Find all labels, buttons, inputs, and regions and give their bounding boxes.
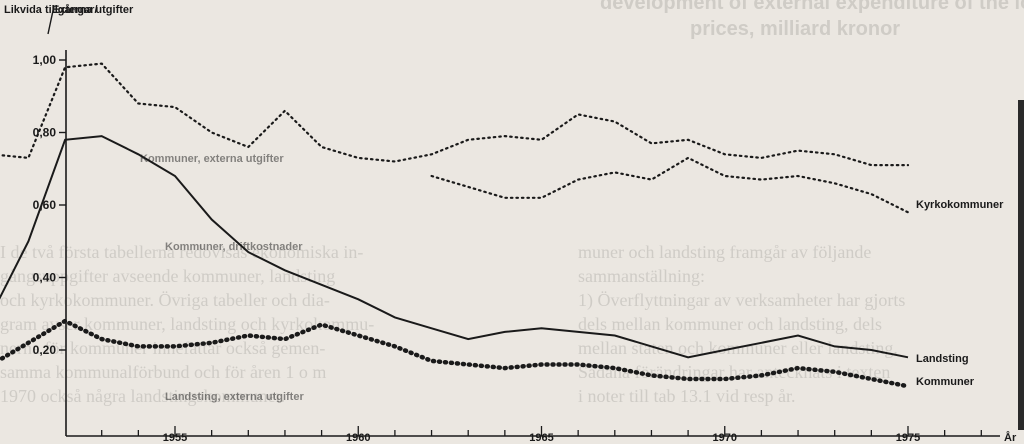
y-axis-title-right: Externa utgifter [52, 4, 134, 16]
ghost-heading-2: prices, milliard kronor [690, 18, 901, 40]
y-tick-label: 0,20 [33, 343, 57, 357]
x-axis-title: År [1004, 431, 1017, 444]
ghost-heading: development of external expenditure of t… [600, 0, 1024, 14]
y-axis-title-divider [47, 5, 55, 35]
series-kommuner-line [0, 318, 911, 389]
annotation-label: Landsting, externa utgifter [165, 391, 304, 403]
y-tick-label: 1,00 [33, 53, 57, 67]
series-kommuner-label: Kommuner [916, 376, 975, 388]
adjacent-page-edge [1018, 100, 1024, 430]
x-tick-label: 1965 [529, 432, 553, 444]
series-kyrkokommuner-line [430, 156, 910, 214]
x-tick-label: 1970 [713, 432, 737, 444]
y-tick-label: 0,80 [33, 126, 57, 140]
series-kyrkokommuner-label: Kyrkokommuner [916, 199, 1004, 211]
series-landsting-label: Landsting [916, 353, 969, 365]
series-kommuner-externa-line [0, 62, 910, 167]
y-tick-label: 0,60 [33, 198, 57, 212]
x-tick-label: 1955 [163, 432, 187, 444]
y-tick-label: 0,40 [33, 271, 57, 285]
series-landsting-line [0, 135, 909, 359]
y-axis-title-left: Likvida tillgångar/ [4, 4, 98, 16]
annotation-label: Kommuner, driftkostnader [165, 241, 303, 253]
annotation-label: Kommuner, externa utgifter [140, 153, 284, 165]
x-tick-label: 1975 [896, 432, 920, 444]
x-tick-label: 1960 [346, 432, 370, 444]
